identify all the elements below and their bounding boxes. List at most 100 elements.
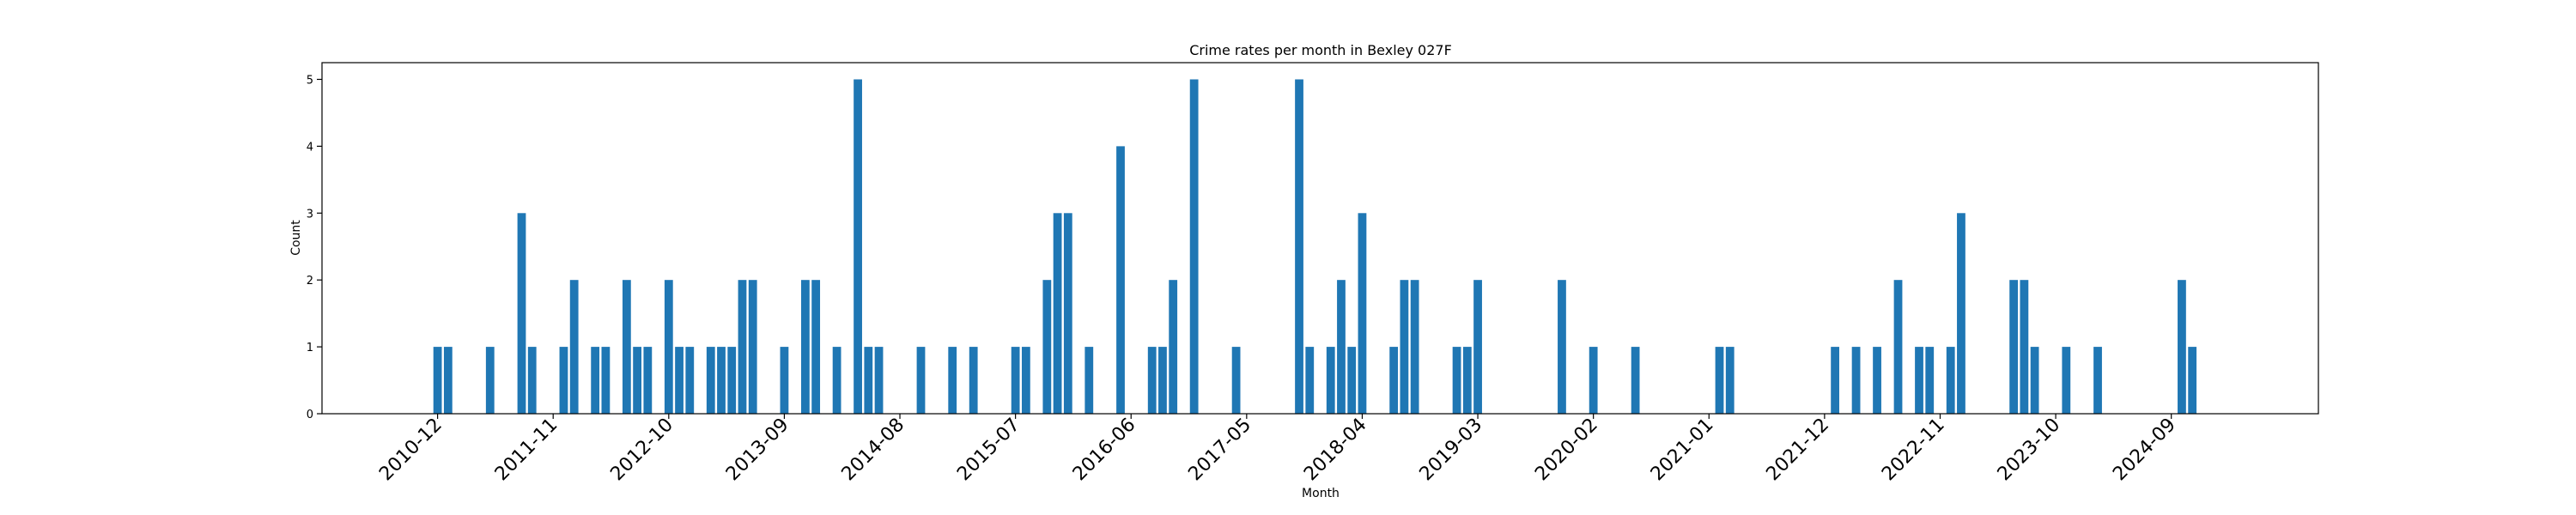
bar-2023-07 bbox=[2020, 280, 2029, 414]
bar-2018-03 bbox=[1347, 347, 1357, 414]
y-tick-label: 3 bbox=[307, 208, 313, 221]
bar-2020-02 bbox=[1589, 347, 1598, 414]
bar-2012-03 bbox=[591, 347, 600, 414]
bar-2014-02 bbox=[832, 347, 841, 414]
bar-2012-08 bbox=[643, 347, 653, 414]
x-tick-label: 2021-01 bbox=[1647, 415, 1718, 486]
x-tick-label: 2013-09 bbox=[722, 415, 793, 486]
bar-2023-11 bbox=[2062, 347, 2071, 414]
x-tick-label: 2019-03 bbox=[1416, 415, 1487, 486]
bar-2015-07 bbox=[1011, 347, 1020, 414]
x-axis: 2010-12 2011-11 2012-10 2013-09 2014-08 2015-… bbox=[375, 414, 2180, 485]
chart-title: Crime rates per month in Bexley 027F bbox=[1189, 42, 1452, 58]
bar-2013-02 bbox=[706, 347, 715, 414]
y-tick-label: 5 bbox=[307, 74, 313, 87]
bar-2020-06 bbox=[1631, 347, 1640, 414]
bar-2014-06 bbox=[874, 347, 884, 414]
x-tick-label: 2018-04 bbox=[1300, 415, 1371, 486]
bar-2012-01 bbox=[569, 280, 579, 414]
bar-2023-01 bbox=[1957, 213, 1965, 414]
bar-2019-02 bbox=[1462, 347, 1472, 414]
bar-2017-11 bbox=[1305, 347, 1315, 414]
bar-2021-02 bbox=[1715, 347, 1724, 414]
bar-2018-09 bbox=[1410, 280, 1419, 414]
bar-2013-11 bbox=[801, 280, 810, 414]
bar-2015-03 bbox=[969, 347, 978, 414]
y-tick-label: 4 bbox=[307, 141, 313, 154]
bar-2013-06 bbox=[748, 280, 757, 414]
bar-2011-05 bbox=[485, 347, 495, 414]
bar-2024-02 bbox=[2093, 347, 2102, 414]
x-tick-label: 2015-07 bbox=[953, 415, 1024, 486]
bar-2017-10 bbox=[1295, 79, 1303, 414]
bar-2015-12 bbox=[1063, 213, 1072, 414]
bar-2014-05 bbox=[864, 347, 873, 414]
y-axis: 0 1 2 3 4 5 bbox=[307, 74, 322, 421]
bar-2022-09 bbox=[1915, 347, 1923, 414]
bar-2013-09 bbox=[780, 347, 789, 414]
bar-2011-01 bbox=[443, 347, 453, 414]
bar-2023-06 bbox=[2009, 280, 2019, 414]
x-tick-label: 2010-12 bbox=[375, 415, 447, 486]
x-tick-label: 2023-10 bbox=[1994, 415, 2065, 486]
y-tick-label: 2 bbox=[307, 275, 313, 288]
y-axis-label: Count bbox=[289, 220, 303, 256]
bar-2012-10 bbox=[664, 280, 673, 414]
bar-2023-08 bbox=[2030, 347, 2039, 414]
y-tick-label: 1 bbox=[307, 342, 313, 354]
bar-2012-12 bbox=[685, 347, 695, 414]
bar-2013-12 bbox=[811, 280, 821, 414]
bar-2018-02 bbox=[1337, 280, 1346, 414]
bar-2011-08 bbox=[517, 213, 526, 414]
bar-2022-05 bbox=[1873, 347, 1881, 414]
plot-frame bbox=[321, 62, 2319, 415]
bar-2011-12 bbox=[559, 347, 568, 414]
bar-2010-12 bbox=[433, 347, 442, 414]
x-tick-label: 2014-08 bbox=[838, 415, 909, 486]
bar-2016-12 bbox=[1189, 79, 1199, 414]
bar-2012-11 bbox=[675, 347, 683, 414]
bar-2016-02 bbox=[1084, 347, 1094, 414]
bar-2014-04 bbox=[854, 79, 862, 414]
bar-2012-04 bbox=[601, 347, 611, 414]
bar-2014-10 bbox=[916, 347, 926, 414]
bar-2011-09 bbox=[527, 347, 537, 414]
bar-2016-05 bbox=[1116, 146, 1125, 414]
x-tick-label: 2011-11 bbox=[491, 415, 562, 486]
bar-2016-08 bbox=[1147, 347, 1157, 414]
bar-2018-08 bbox=[1400, 280, 1409, 414]
bar-2012-06 bbox=[622, 280, 631, 414]
bar-2024-10 bbox=[2178, 280, 2186, 414]
x-axis-label: Month bbox=[1302, 487, 1340, 500]
x-tick-label: 2022-11 bbox=[1878, 415, 1949, 486]
bar-2022-10 bbox=[1925, 347, 1935, 414]
bar-2022-12 bbox=[1946, 347, 1955, 414]
bar-2022-07 bbox=[1893, 280, 1903, 414]
bar-2015-10 bbox=[1042, 280, 1052, 414]
bar-2019-11 bbox=[1558, 280, 1566, 414]
x-tick-label: 2012-10 bbox=[606, 415, 677, 486]
x-tick-label: 2024-09 bbox=[2109, 415, 2180, 486]
bars-group bbox=[433, 79, 2197, 414]
bar-2012-07 bbox=[633, 347, 641, 414]
bar-2018-01 bbox=[1326, 347, 1335, 414]
bar-2021-03 bbox=[1725, 347, 1735, 414]
bar-2017-04 bbox=[1231, 347, 1241, 414]
bar-2015-08 bbox=[1021, 347, 1030, 414]
bar-2022-03 bbox=[1851, 347, 1861, 414]
bar-2022-01 bbox=[1831, 347, 1839, 414]
bar-2024-11 bbox=[2188, 347, 2197, 414]
bar-2018-07 bbox=[1389, 347, 1399, 414]
x-tick-label: 2021-12 bbox=[1762, 415, 1833, 486]
bar-2013-05 bbox=[738, 280, 747, 414]
bar-2013-04 bbox=[727, 347, 737, 414]
bar-2016-10 bbox=[1169, 280, 1178, 414]
bar-2019-01 bbox=[1452, 347, 1461, 414]
y-tick-label: 0 bbox=[307, 409, 313, 421]
bar-2018-04 bbox=[1358, 213, 1367, 414]
bar-2016-09 bbox=[1158, 347, 1167, 414]
x-tick-label: 2016-06 bbox=[1069, 415, 1140, 486]
bar-2015-11 bbox=[1053, 213, 1062, 414]
bar-2015-01 bbox=[948, 347, 957, 414]
